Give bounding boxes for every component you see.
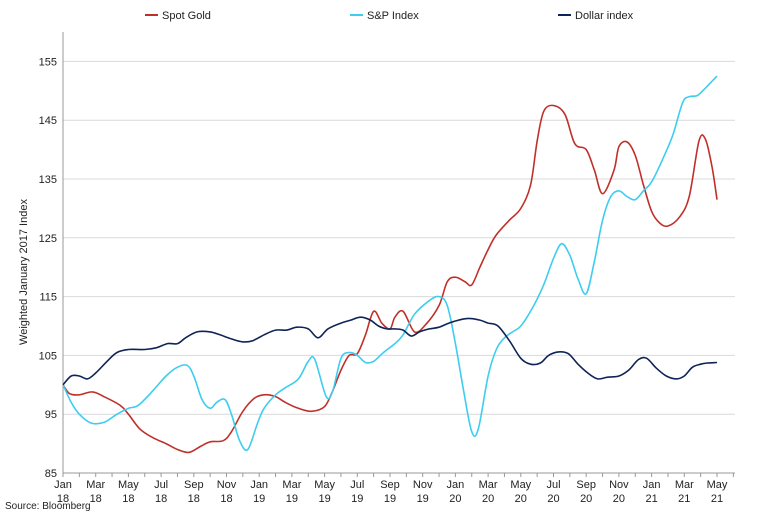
x-tick-label: Jul 19 xyxy=(350,479,364,505)
y-axis: 85 95 105 115 125 135 145 155 xyxy=(39,32,64,480)
series-line-s-p-index xyxy=(62,75,718,451)
legend-label-s-p-index: S&P Index xyxy=(367,10,419,22)
x-tick-label: Jul 18 xyxy=(154,479,168,505)
x-tick-label: Mar 18 xyxy=(86,479,105,505)
y-tick-label: 95 xyxy=(45,409,57,421)
x-tick-label: May 18 xyxy=(118,479,139,505)
x-tick-label: May 21 xyxy=(707,479,728,505)
x-tick-label: Mar 21 xyxy=(675,479,694,505)
y-tick-label: 155 xyxy=(39,56,57,68)
y-tick-label: 115 xyxy=(39,292,57,304)
legend: Spot Gold S&P Index Dollar index xyxy=(145,10,634,22)
series-line-spot-gold xyxy=(62,104,718,454)
y-tick-label: 85 xyxy=(45,468,57,480)
y-tick-label: 145 xyxy=(39,115,57,127)
x-tick-label: Mar 19 xyxy=(282,479,301,505)
x-tick-label: Jul 20 xyxy=(546,479,560,505)
y-tick-label: 125 xyxy=(39,233,57,245)
source-note: Source: Bloomberg xyxy=(5,501,91,512)
x-tick-label: Nov 20 xyxy=(609,479,629,505)
x-tick-label: May 19 xyxy=(314,479,335,505)
series-lines xyxy=(62,75,718,454)
x-axis: Jan 18 Mar 18 May 18 Jul 18 Sep 18 Nov 18 Jan 19 Mar 19… xyxy=(54,472,735,505)
x-tick-label: Sep 19 xyxy=(380,479,400,505)
gridlines xyxy=(63,60,735,415)
y-tick-label: 135 xyxy=(39,174,57,186)
x-tick-label: Jan 20 xyxy=(447,479,465,505)
x-tick-label: Nov 19 xyxy=(413,479,433,505)
y-tick-label: 105 xyxy=(39,350,57,362)
x-tick-label: Sep 20 xyxy=(576,479,596,505)
legend-label-dollar-index: Dollar index xyxy=(575,10,634,22)
x-tick-label: May 20 xyxy=(510,479,531,505)
x-tick-label: Sep 18 xyxy=(184,479,204,505)
x-tick-label: Jan 21 xyxy=(643,479,661,505)
legend-label-spot-gold: Spot Gold xyxy=(162,10,211,22)
x-tick-label: Nov 18 xyxy=(217,479,237,505)
y-axis-label: Weighted January 2017 Index xyxy=(18,199,30,345)
x-tick-label: Jan 18 xyxy=(54,479,72,505)
x-tick-label: Jan 19 xyxy=(250,479,268,505)
series-line-dollar-index xyxy=(62,316,718,386)
x-tick-label: Mar 20 xyxy=(479,479,498,505)
